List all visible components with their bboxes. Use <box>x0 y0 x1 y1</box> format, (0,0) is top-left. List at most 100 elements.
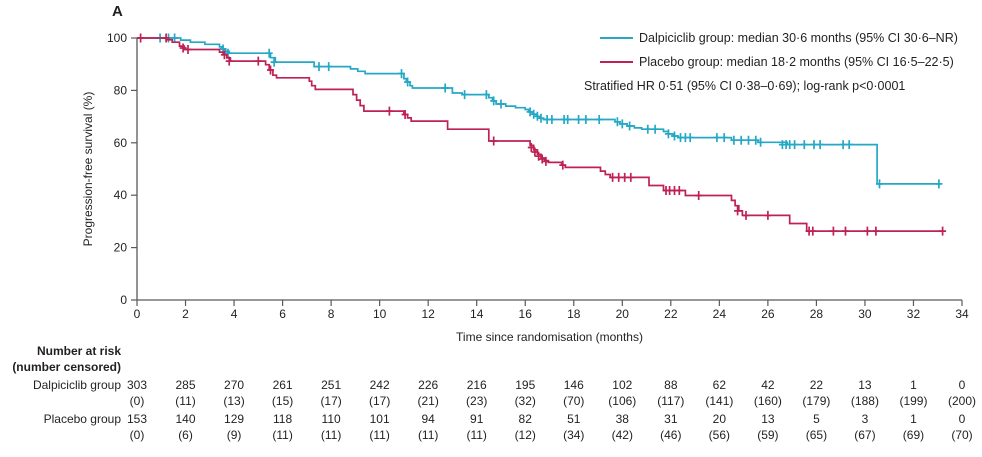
risk-at-risk-value: 226 <box>418 378 438 392</box>
risk-row-label: Dalpiciclib group <box>33 378 121 392</box>
risk-at-risk-value: 3 <box>862 412 869 426</box>
risk-table-header: (number censored) <box>12 360 121 374</box>
risk-censored-value: (0) <box>130 428 145 442</box>
y-tick-label: 100 <box>107 31 127 45</box>
y-tick-label: 0 <box>120 293 127 307</box>
risk-censored-value: (188) <box>851 394 879 408</box>
risk-censored-value: (56) <box>709 428 730 442</box>
risk-censored-value: (11) <box>272 428 292 442</box>
x-tick-label: 0 <box>134 307 141 321</box>
dalpiciclib-censor-marks <box>156 33 943 189</box>
x-tick-label: 8 <box>328 307 335 321</box>
risk-at-risk-value: 110 <box>322 412 341 426</box>
y-axis-title: Progression-free survival (%) <box>81 92 95 247</box>
x-tick-label: 12 <box>421 307 435 321</box>
risk-censored-value: (11) <box>466 428 486 442</box>
risk-at-risk-value: 94 <box>421 412 435 426</box>
legend-label-placebo: Placebo group: median 18·2 months (95% C… <box>639 55 954 69</box>
risk-censored-value: (65) <box>806 428 827 442</box>
x-tick-label: 28 <box>810 307 824 321</box>
risk-censored-value: (17) <box>369 394 390 408</box>
legend-entry-placebo: Placebo group: median 18·2 months (95% C… <box>600 55 954 69</box>
risk-at-risk-value: 140 <box>176 412 196 426</box>
x-tick-label: 6 <box>279 307 286 321</box>
x-tick-label: 16 <box>519 307 533 321</box>
risk-censored-value: (11) <box>175 394 195 408</box>
x-tick-label: 4 <box>231 307 238 321</box>
risk-censored-value: (42) <box>612 428 633 442</box>
risk-censored-value: (11) <box>321 428 341 442</box>
x-tick-label: 14 <box>470 307 484 321</box>
risk-at-risk-value: 91 <box>470 412 484 426</box>
risk-censored-value: (67) <box>854 428 875 442</box>
risk-censored-value: (23) <box>466 394 487 408</box>
risk-censored-value: (70) <box>951 428 972 442</box>
dalpiciclib-line-swatch <box>600 37 633 39</box>
risk-at-risk-value: 153 <box>127 412 147 426</box>
x-tick-label: 10 <box>373 307 387 321</box>
y-tick-label: 40 <box>114 188 128 202</box>
risk-at-risk-value: 129 <box>224 412 244 426</box>
risk-at-risk-value: 1 <box>910 412 917 426</box>
risk-at-risk-value: 13 <box>858 378 872 392</box>
risk-at-risk-value: 38 <box>616 412 630 426</box>
x-tick-label: 2 <box>182 307 189 321</box>
risk-censored-value: (160) <box>754 394 782 408</box>
risk-at-risk-value: 118 <box>273 412 292 426</box>
risk-at-risk-value: 146 <box>564 378 584 392</box>
risk-censored-value: (46) <box>660 428 681 442</box>
risk-censored-value: (179) <box>802 394 830 408</box>
risk-censored-value: (141) <box>705 394 733 408</box>
x-axis-title: Time since randomisation (months) <box>456 330 643 344</box>
risk-censored-value: (200) <box>948 394 976 408</box>
risk-at-risk-value: 216 <box>467 378 487 392</box>
x-tick-label: 18 <box>567 307 581 321</box>
risk-at-risk-value: 101 <box>370 412 390 426</box>
dalpiciclib-curve <box>137 37 941 185</box>
risk-at-risk-value: 82 <box>519 412 533 426</box>
legend-label-dalpiciclib: Dalpiciclib group: median 30·6 months (9… <box>639 31 958 45</box>
risk-at-risk-value: 270 <box>224 378 244 392</box>
risk-at-risk-value: 31 <box>664 412 678 426</box>
x-tick-label: 22 <box>664 307 678 321</box>
risk-at-risk-value: 303 <box>127 378 147 392</box>
risk-censored-value: (70) <box>563 394 584 408</box>
risk-at-risk-value: 62 <box>713 378 727 392</box>
risk-censored-value: (199) <box>899 394 927 408</box>
placebo-line-swatch <box>600 61 633 63</box>
risk-at-risk-value: 1 <box>910 378 917 392</box>
risk-at-risk-value: 51 <box>567 412 581 426</box>
risk-censored-value: (32) <box>515 394 536 408</box>
risk-at-risk-value: 0 <box>959 378 966 392</box>
risk-row-label: Placebo group <box>44 412 122 426</box>
y-tick-label: 20 <box>114 241 128 255</box>
x-tick-label: 24 <box>713 307 727 321</box>
risk-at-risk-value: 261 <box>273 378 293 392</box>
risk-censored-value: (15) <box>272 394 293 408</box>
risk-at-risk-value: 251 <box>321 378 341 392</box>
risk-censored-value: (6) <box>178 428 193 442</box>
risk-censored-value: (13) <box>223 394 244 408</box>
legend-entry-dalpiciclib: Dalpiciclib group: median 30·6 months (9… <box>600 31 958 45</box>
risk-at-risk-value: 88 <box>664 378 678 392</box>
risk-censored-value: (21) <box>418 394 439 408</box>
risk-at-risk-value: 13 <box>761 412 775 426</box>
x-tick-label: 26 <box>761 307 775 321</box>
risk-censored-value: (0) <box>130 394 145 408</box>
y-tick-label: 60 <box>114 136 128 150</box>
risk-table-header: Number at risk <box>37 344 121 358</box>
risk-at-risk-value: 5 <box>813 412 820 426</box>
x-tick-label: 34 <box>955 307 969 321</box>
x-tick-label: 20 <box>616 307 630 321</box>
x-tick-label: 32 <box>907 307 921 321</box>
risk-censored-value: (59) <box>757 428 778 442</box>
risk-at-risk-value: 22 <box>810 378 824 392</box>
axes-frame <box>136 38 962 301</box>
x-tick-label: 30 <box>858 307 872 321</box>
risk-censored-value: (9) <box>227 428 242 442</box>
risk-at-risk-value: 20 <box>713 412 727 426</box>
y-tick-label: 80 <box>114 83 128 97</box>
placebo-curve <box>137 37 944 232</box>
